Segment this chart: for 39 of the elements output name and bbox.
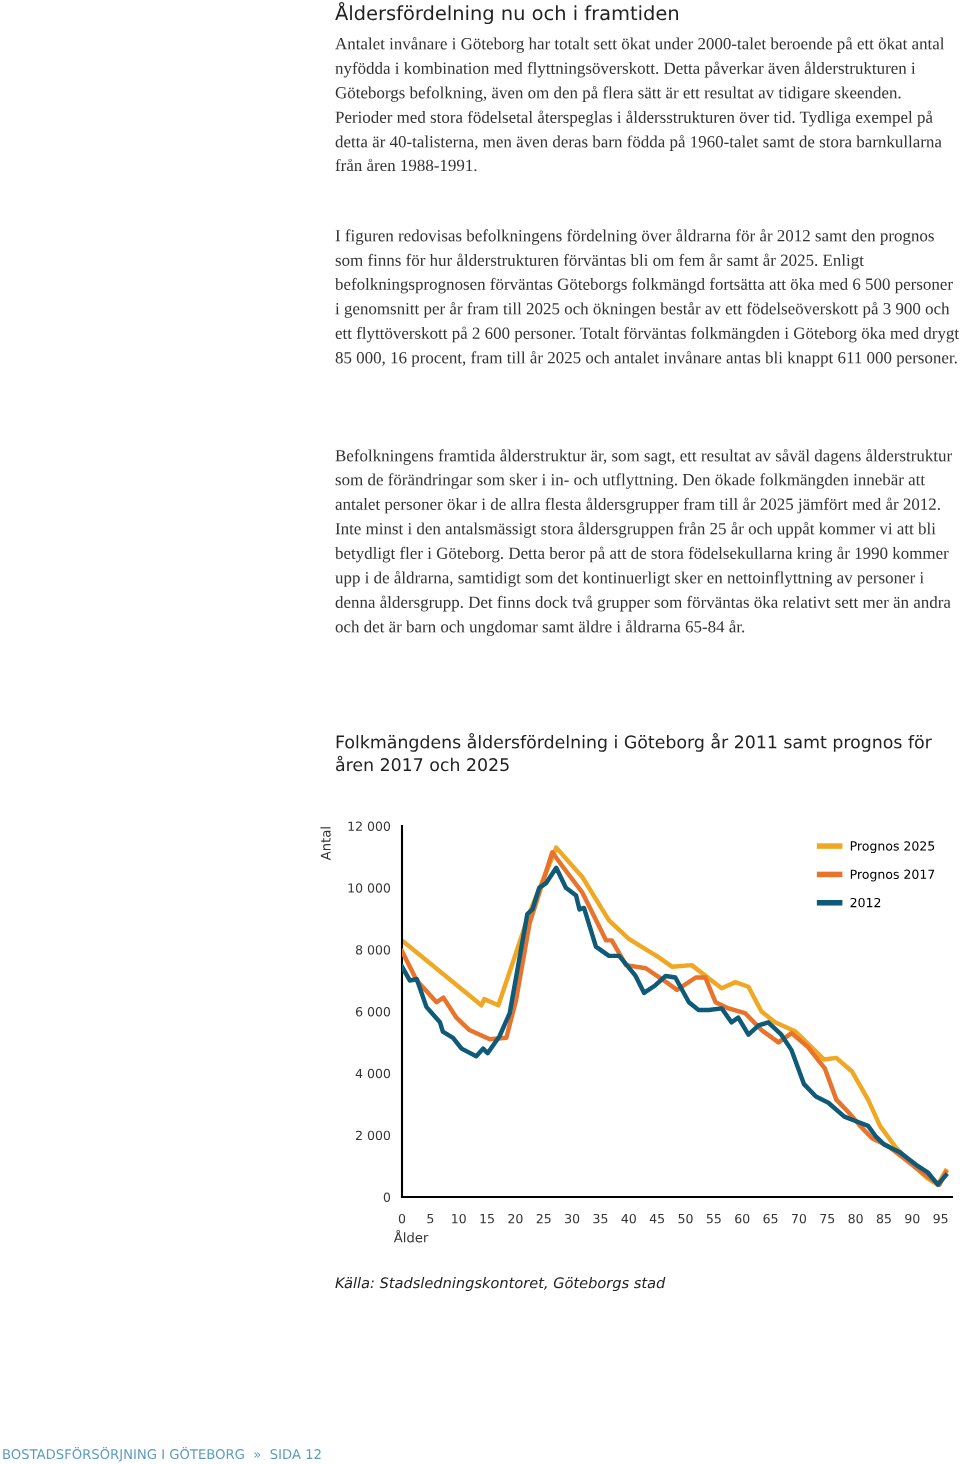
x-tick-label: 55 xyxy=(706,1214,721,1224)
y-tick-label: 8 000 xyxy=(355,945,391,955)
x-tick-label: 15 xyxy=(480,1214,494,1224)
x-tick-label: 65 xyxy=(763,1213,778,1224)
x-tick-label: 30 xyxy=(565,1213,580,1224)
x-tick-label: 90 xyxy=(905,1213,920,1224)
y-tick-label: 6 000 xyxy=(355,1006,391,1017)
x-tick-label: 45 xyxy=(649,1214,665,1224)
y-tick-label: 0 xyxy=(383,1192,391,1202)
x-tick-label: 85 xyxy=(876,1213,891,1224)
text: Åldersfördelning nu och i framtiden xyxy=(335,2,679,25)
x-tick-label: 25 xyxy=(536,1213,551,1224)
x-tick-label: 95 xyxy=(933,1213,948,1224)
x-tick-label: 5 xyxy=(427,1214,434,1224)
y-tick-label: 2 000 xyxy=(356,1130,391,1141)
y-tick-label: 4 000 xyxy=(355,1068,391,1079)
legend-label: Prognos 2025 xyxy=(850,841,935,854)
x-tick-label: 0 xyxy=(398,1213,406,1224)
x-tick-label: 50 xyxy=(678,1213,693,1224)
x-tick-label: 20 xyxy=(508,1213,523,1224)
x-tick-label: 60 xyxy=(735,1213,750,1224)
text: Antalet invånare i Göteborg har totalt sett ökat under 2000-talet beroende på ett ökat antal nyfödda i kombination med flyttningsöverskott. Detta påverkar även ålderstrukturen i Göteborgs befolkning, även om den på flera sätt är ett resultat av tidigare skeenden. Perioder med stora födelsetal återspeglas i åldersstrukturen över tid. Tydliga exempel på detta är 40-talisterna, men även deras barn födda på 1960-talet samt de stora barnkullarna från åren 1988-1991. xyxy=(335,37,945,172)
x-axis-title: Ålder xyxy=(393,1230,429,1243)
y-tick-label: 12 000 xyxy=(348,821,391,831)
y-axis-title: Antal xyxy=(320,827,331,861)
x-tick-label: 75 xyxy=(820,1214,835,1224)
legend-label: Prognos 2017 xyxy=(850,869,935,882)
text: Källa: Stadsledningskontoret, Göteborgs stad xyxy=(335,1277,666,1292)
text: BOSTADSFÖRSÖRJNING I GÖTEBORG » SIDA 12 xyxy=(3,1446,321,1462)
chart-title: Folkmängdens åldersfördelning i Göteborg år 2011 samt prognos för åren 2017 och 2025 xyxy=(336,733,932,772)
legend-label: 2012 xyxy=(850,897,881,908)
x-tick-label: 35 xyxy=(593,1213,608,1224)
x-tick-label: 40 xyxy=(621,1213,636,1224)
x-tick-label: 80 xyxy=(848,1213,863,1224)
x-tick-label: 10 xyxy=(452,1213,466,1224)
x-tick-label: 70 xyxy=(791,1213,807,1224)
text: I figuren redovisas befolkningens fördelning över åldrarna för år 2012 samt den prognos som finns för hur ålderstrukturen förväntas bli om fem år samt år 2025. Enligt befolkningsprognosen förväntas Göteborgs folkmängd fortsätta att öka med 6 500 personer i genomsnitt per år fram till 2025 och ökningen består av ett födelseöverskott på 3 900 och ett flyttöverskott på 2 600 personer. Totalt förväntas folkmängden i Göteborg öka med drygt 85 000, 16 procent, fram till år 2025 och antalet invånare antas bli knappt 611 000 personer. xyxy=(335,229,959,367)
y-tick-label: 10 000 xyxy=(348,883,391,893)
text: Befolkningens framtida ålderstruktur är, som sagt, ett resultat av såväl dagens ålderstruktur som de förändringar som sker i in- och utflyttning. Den ökade folkmängden innebär att antalet personer ökar i de allra flesta åldersgrupper fram till år 2025 jämfört med år 2012. Inte minst i den antalsmässigt stora åldersgruppen från 25 år och uppåt kommer vi att bli betydligt fler i Göteborg. Detta beror på att de stora födelsekullarna kring år 1990 kommer upp i de åldrarna, samtidigt som det kontinuerligt sker en nettoinflyttning av personer i denna åldersgrupp. Det finns dock två grupper som förväntas öka relativt sett mer än andra och det är barn och ungdomar samt äldre i åldrarna 65-84 år. xyxy=(335,449,952,636)
